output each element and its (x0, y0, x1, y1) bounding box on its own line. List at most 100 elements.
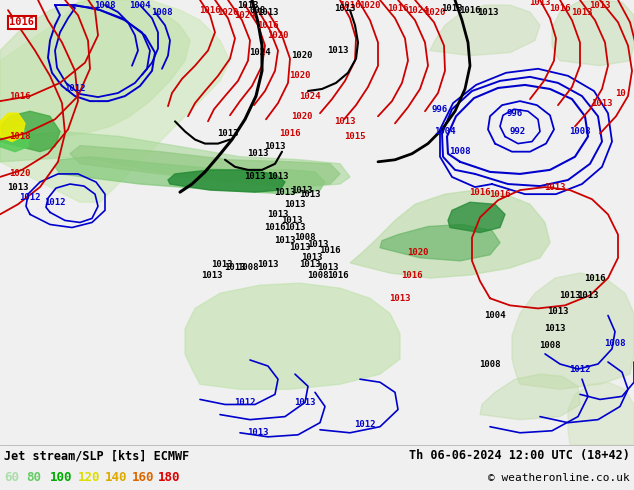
Polygon shape (55, 157, 325, 194)
Text: 1013: 1013 (334, 117, 356, 126)
Text: 996: 996 (507, 109, 523, 118)
Text: 1008: 1008 (540, 342, 560, 350)
Text: 1008: 1008 (307, 270, 329, 279)
Text: 1016: 1016 (469, 188, 491, 196)
Text: 996: 996 (432, 105, 448, 114)
Text: 1013: 1013 (559, 291, 581, 300)
Text: 1013: 1013 (317, 264, 339, 272)
Text: 1012: 1012 (569, 365, 591, 373)
Text: 1016: 1016 (387, 3, 409, 13)
Text: 1013: 1013 (284, 200, 306, 209)
Text: 1004: 1004 (434, 127, 456, 136)
Polygon shape (448, 202, 505, 233)
Polygon shape (0, 131, 350, 187)
Text: 1013: 1013 (299, 190, 321, 198)
Polygon shape (0, 111, 60, 152)
Text: 1013: 1013 (247, 428, 269, 437)
Text: 1013: 1013 (268, 210, 288, 219)
Text: 140: 140 (105, 471, 127, 485)
Text: 1013: 1013 (247, 149, 269, 158)
Text: 1008: 1008 (94, 0, 116, 10)
Text: 60: 60 (4, 471, 19, 485)
Polygon shape (0, 126, 30, 152)
Polygon shape (0, 0, 190, 137)
Polygon shape (430, 5, 540, 56)
Text: 1013: 1013 (281, 216, 303, 225)
Polygon shape (70, 146, 340, 187)
Text: 1016: 1016 (489, 190, 511, 198)
Text: 1012: 1012 (44, 198, 66, 207)
Text: 1012: 1012 (354, 420, 376, 429)
Text: 1016: 1016 (549, 3, 571, 13)
Text: 1024: 1024 (299, 92, 321, 100)
Text: 1016: 1016 (257, 21, 279, 30)
Text: 1013: 1013 (294, 398, 316, 407)
Polygon shape (0, 0, 230, 202)
Text: 1012: 1012 (19, 193, 41, 202)
Text: 1013: 1013 (284, 223, 306, 232)
Text: 1013: 1013 (237, 0, 259, 10)
Text: 1013: 1013 (577, 291, 598, 300)
Text: Jet stream/SLP [kts] ECMWF: Jet stream/SLP [kts] ECMWF (4, 449, 190, 463)
Text: 1020: 1020 (268, 31, 288, 40)
Text: 1013: 1013 (7, 183, 29, 192)
Text: 1013: 1013 (264, 142, 286, 151)
Text: 1016: 1016 (339, 0, 361, 10)
Text: 1020: 1020 (291, 112, 313, 121)
Text: 1012: 1012 (234, 398, 256, 407)
Polygon shape (350, 190, 550, 278)
Text: 120: 120 (78, 471, 101, 485)
Text: 1024: 1024 (249, 48, 271, 57)
Text: 992: 992 (510, 127, 526, 136)
Polygon shape (168, 170, 285, 192)
Polygon shape (0, 113, 25, 142)
Text: 1016: 1016 (199, 5, 221, 15)
Text: 1013: 1013 (334, 3, 356, 13)
Polygon shape (185, 283, 400, 389)
Text: 1015: 1015 (344, 132, 366, 141)
Text: 1012: 1012 (64, 84, 86, 94)
Text: 1016: 1016 (401, 270, 423, 279)
Text: 1020: 1020 (359, 0, 381, 10)
Text: 1020: 1020 (289, 72, 311, 80)
Text: 1013: 1013 (571, 8, 593, 17)
Text: 1020: 1020 (424, 8, 446, 17)
Text: 1013: 1013 (592, 98, 612, 108)
Text: 1008: 1008 (569, 127, 591, 136)
Polygon shape (568, 382, 634, 445)
Text: 1024: 1024 (407, 5, 429, 15)
Polygon shape (552, 0, 634, 66)
Text: 1008: 1008 (237, 264, 259, 272)
Text: 1013: 1013 (547, 307, 569, 316)
Text: 1008: 1008 (152, 8, 172, 17)
Text: 1013: 1013 (529, 0, 551, 6)
Text: 80: 80 (26, 471, 41, 485)
Text: 1016: 1016 (279, 129, 301, 138)
Text: 1020: 1020 (217, 8, 239, 17)
Text: 1013: 1013 (268, 172, 288, 181)
Text: 180: 180 (158, 471, 181, 485)
Text: 1013: 1013 (589, 0, 611, 10)
Text: 1013: 1013 (477, 8, 499, 17)
Text: 1013: 1013 (327, 46, 349, 55)
Text: 1013: 1013 (441, 3, 463, 13)
Text: 1013: 1013 (275, 188, 295, 196)
Text: 100: 100 (50, 471, 72, 485)
Text: 1016: 1016 (320, 246, 340, 255)
Text: 1016: 1016 (459, 5, 481, 15)
Text: 1004: 1004 (484, 311, 506, 320)
Text: 1024: 1024 (234, 11, 256, 20)
Polygon shape (380, 224, 500, 261)
Text: 1008: 1008 (450, 147, 471, 156)
Polygon shape (512, 273, 634, 389)
Text: 1013: 1013 (217, 129, 239, 138)
Text: 1020: 1020 (407, 248, 429, 257)
Text: 1016: 1016 (585, 273, 605, 283)
Text: 1013: 1013 (544, 324, 566, 333)
Text: 1008: 1008 (479, 360, 501, 368)
Text: 1008: 1008 (604, 339, 626, 348)
Text: 1013: 1013 (389, 294, 411, 303)
Text: 1013: 1013 (544, 183, 566, 192)
Text: 1013: 1013 (257, 8, 279, 17)
Text: 1020: 1020 (291, 51, 313, 60)
